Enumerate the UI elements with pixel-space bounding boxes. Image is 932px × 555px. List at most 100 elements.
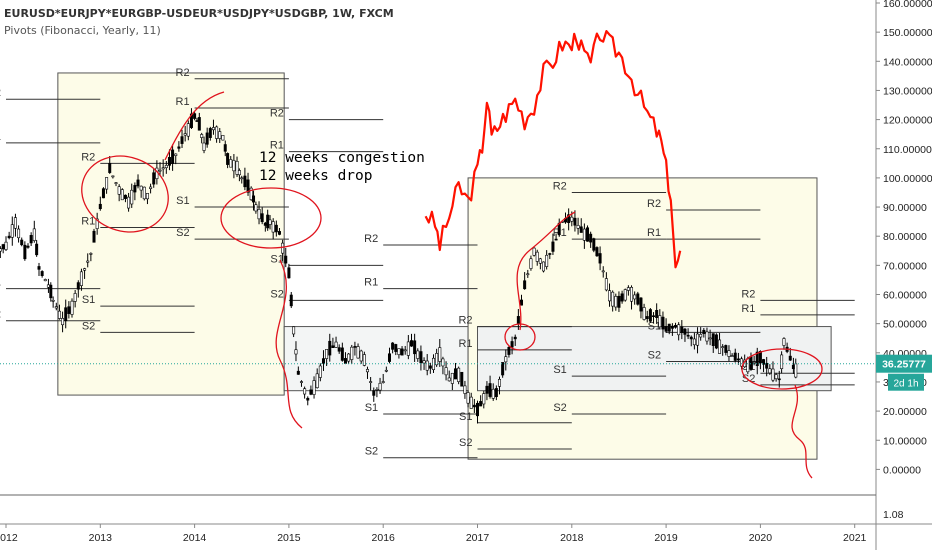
candle-body <box>237 170 241 176</box>
candle-body <box>554 238 558 241</box>
lower-pane-tick-label: 1.08 <box>883 509 904 521</box>
candle-body <box>226 153 230 165</box>
countdown-badge <box>888 373 924 391</box>
candle-body <box>664 326 668 332</box>
candle-body <box>667 323 671 332</box>
candle-body <box>130 189 134 205</box>
candle-body <box>325 349 329 359</box>
candle-body <box>70 300 74 315</box>
candle-body <box>208 128 212 138</box>
candle-body <box>17 228 21 239</box>
candle-body <box>686 334 690 337</box>
candle-body <box>545 254 549 267</box>
candle-body <box>469 396 473 409</box>
candle-body <box>359 350 363 362</box>
candle-body <box>149 186 153 189</box>
candle-body <box>435 353 439 366</box>
candle-body <box>633 294 637 300</box>
candle-body <box>221 135 225 141</box>
candle-body <box>337 347 341 352</box>
candle-body <box>281 242 285 254</box>
candle-body <box>95 218 99 229</box>
candle-body <box>350 346 354 360</box>
candle-body <box>683 328 687 335</box>
pivot-label-2019-r2: R2 <box>647 198 661 210</box>
candle-body <box>441 358 445 367</box>
pivot-label-2018-s1: S1 <box>553 364 566 376</box>
candle-body <box>736 358 740 361</box>
y-tick-label: 70.00000 <box>883 260 927 272</box>
candle-body <box>123 194 127 199</box>
candle-body <box>535 251 539 262</box>
y-tick-label: 130.00000 <box>883 85 932 97</box>
candle-body <box>76 282 80 290</box>
candle-body <box>73 293 77 302</box>
candle-body <box>40 271 44 276</box>
candle-body <box>428 365 432 369</box>
candle-body <box>513 336 517 340</box>
candle-body <box>551 241 555 252</box>
candle-body <box>696 333 700 346</box>
candle-body <box>642 307 646 320</box>
candle-body <box>794 363 798 378</box>
candle-body <box>488 383 492 397</box>
candle-body <box>46 284 50 288</box>
candle-body <box>193 113 197 119</box>
candle-body <box>782 338 786 346</box>
pivot-label-2016-s1: S1 <box>365 402 378 414</box>
candle-body <box>708 337 712 340</box>
pivot-label-2016-r2: R2 <box>364 233 378 245</box>
candle-body <box>164 165 168 169</box>
candle-body <box>614 296 618 308</box>
y-tick-label: 20.00000 <box>883 406 927 418</box>
y-tick-label: 160.00000 <box>883 0 932 10</box>
candle-body <box>768 368 772 374</box>
candle-body <box>43 279 47 282</box>
candle-body <box>29 235 33 244</box>
x-tick-label: 2012 <box>0 532 18 544</box>
candle-body <box>268 219 272 225</box>
candle-body <box>413 340 417 355</box>
candle-body <box>362 354 366 366</box>
candle-body <box>26 245 30 248</box>
candle-body <box>422 360 426 364</box>
candle-body <box>111 175 115 178</box>
candle-body <box>263 222 267 226</box>
candle-body <box>23 244 27 260</box>
candle-body <box>61 318 65 326</box>
candle-body <box>177 146 181 149</box>
candle-body <box>67 306 71 314</box>
pivot-label-2020-r1: R1 <box>741 303 755 315</box>
candle-body <box>758 351 762 364</box>
squiggle-2020-drop <box>791 384 813 479</box>
pivot-label-2019-r1: R1 <box>647 227 661 239</box>
annotation-congestion: 12 weeks congestion <box>259 150 425 166</box>
candle-body <box>746 358 750 373</box>
candle-body <box>438 347 442 362</box>
pivot-label-2012-r2: R2 <box>0 87 1 99</box>
candle-body <box>195 120 199 122</box>
candle-body <box>780 354 784 369</box>
candle-body <box>727 350 731 357</box>
pivot-label-2013-r2: R2 <box>81 151 95 163</box>
candle-body <box>771 368 775 381</box>
indicator-legend[interactable]: Pivots (Fibonacci, Yearly, 11) <box>4 24 161 37</box>
candle-body <box>479 401 483 407</box>
candle-body <box>494 388 498 398</box>
candle-body <box>353 346 357 348</box>
shaded-boxes <box>57 72 832 460</box>
candle-body <box>49 284 53 299</box>
candle-body <box>158 169 162 172</box>
candle-body <box>334 341 338 348</box>
candle-body <box>592 238 596 251</box>
candle-body <box>365 369 369 373</box>
price-badge <box>876 354 932 373</box>
price-value: 36.25777 <box>882 359 926 371</box>
y-tick-label: 110.00000 <box>883 144 932 156</box>
shaded-box-0 <box>57 72 285 396</box>
candle-body <box>161 167 165 170</box>
pivot-label-2017-s2: S2 <box>459 437 472 449</box>
candle-body <box>202 142 206 151</box>
